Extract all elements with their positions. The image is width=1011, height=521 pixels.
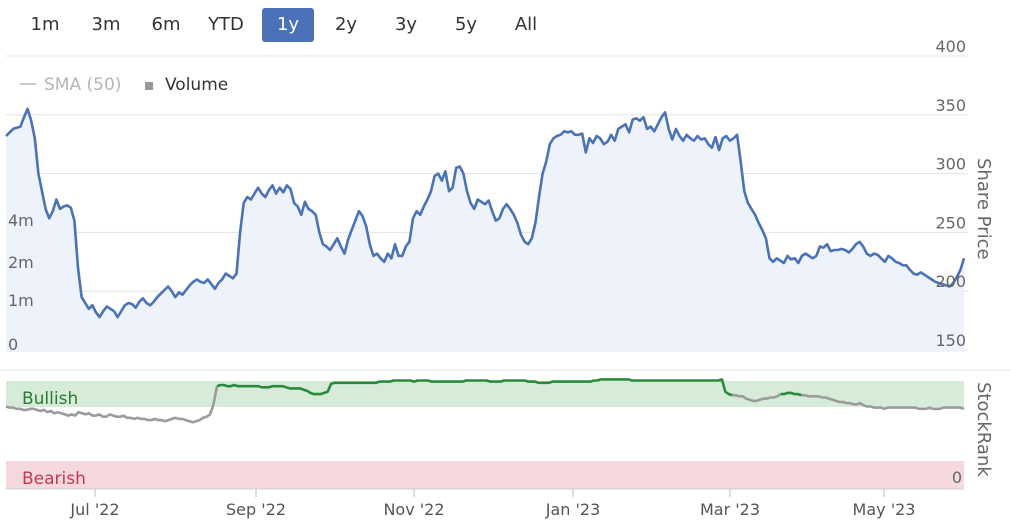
- price-series: [5, 107, 966, 353]
- x-tick-label: Jul '22: [69, 500, 119, 519]
- range-button-1y[interactable]: 1y: [262, 8, 314, 42]
- price-tick-label: 150: [935, 331, 966, 350]
- x-tick-label: Sep '22: [226, 500, 286, 519]
- range-button-all[interactable]: All: [514, 14, 538, 35]
- range-selector: 1m 3m 6m YTD 1y 2y 3y 5y All: [0, 0, 1011, 50]
- x-tick-label: Nov '22: [383, 500, 444, 519]
- range-button-6m[interactable]: 6m: [151, 14, 181, 35]
- stockrank-axis-title: StockRank: [973, 382, 994, 477]
- x-tick-label: Mar '23: [700, 500, 760, 519]
- range-button-ytd[interactable]: YTD: [208, 14, 244, 35]
- volume-legend-label[interactable]: Volume: [165, 75, 228, 95]
- range-button-1m[interactable]: 1m: [30, 14, 60, 35]
- rank-tick-label: 0: [952, 468, 962, 487]
- volume-tick-label: 4m: [8, 211, 34, 230]
- axes: 400 350 300 250 200 150 4m 2m 1m 0 Jul '22 Sep '22 N…: [8, 37, 994, 519]
- x-tick-label: Jan '23: [545, 500, 601, 519]
- price-area: [6, 108, 964, 353]
- volume-legend-swatch[interactable]: [145, 82, 153, 90]
- volume-tick-label: 1m: [8, 291, 34, 310]
- bearish-band: [6, 461, 964, 489]
- price-tick-label: 350: [935, 96, 966, 115]
- legend: SMA (50) Volume: [20, 75, 228, 95]
- bullish-band: [6, 381, 964, 407]
- bullish-label: Bullish: [22, 389, 78, 409]
- stockrank-line: [216, 378, 733, 397]
- stockrank-line: [5, 385, 219, 424]
- stockrank-panel: Bullish Bearish 0: [5, 378, 965, 490]
- share-price-axis-title: Share Price: [973, 158, 994, 260]
- price-tick-label: 200: [935, 272, 966, 291]
- sma-legend-label[interactable]: SMA (50): [44, 75, 121, 95]
- stockrank-line: [780, 391, 802, 397]
- range-button-3m[interactable]: 3m: [91, 14, 121, 35]
- price-tick-label: 400: [935, 37, 966, 56]
- price-tick-label: 250: [935, 213, 966, 232]
- bearish-label: Bearish: [22, 469, 86, 489]
- range-button-2y[interactable]: 2y: [334, 14, 358, 35]
- x-tick-label: May '23: [853, 500, 916, 519]
- volume-tick-label: 0: [8, 335, 18, 354]
- price-line: [5, 107, 966, 319]
- stockrank-line: [732, 392, 782, 403]
- stockrank-line: [801, 393, 965, 411]
- range-button-5y[interactable]: 5y: [454, 14, 478, 35]
- price-tick-label: 300: [935, 155, 966, 174]
- volume-tick-label: 2m: [8, 253, 34, 272]
- range-button-3y[interactable]: 3y: [394, 14, 418, 35]
